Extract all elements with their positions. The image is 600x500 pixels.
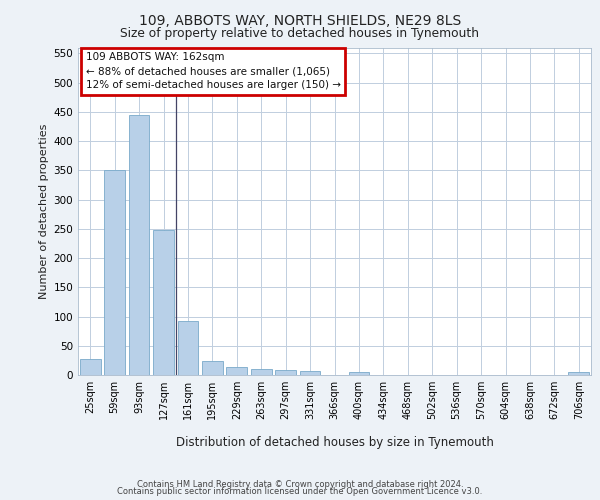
Bar	[299, 372, 320, 375]
Y-axis label: Number of detached properties: Number of detached properties	[39, 124, 49, 299]
Text: Contains public sector information licensed under the Open Government Licence v3: Contains public sector information licen…	[118, 488, 482, 496]
Text: Distribution of detached houses by size in Tynemouth: Distribution of detached houses by size …	[176, 436, 494, 449]
Text: 109 ABBOTS WAY: 162sqm
← 88% of detached houses are smaller (1,065)
12% of semi-: 109 ABBOTS WAY: 162sqm ← 88% of detached…	[86, 52, 341, 90]
Bar	[349, 372, 370, 375]
Bar	[251, 368, 272, 375]
Bar	[226, 367, 247, 375]
Bar	[178, 321, 199, 375]
Text: Size of property relative to detached houses in Tynemouth: Size of property relative to detached ho…	[121, 28, 479, 40]
Bar	[275, 370, 296, 375]
Text: Contains HM Land Registry data © Crown copyright and database right 2024.: Contains HM Land Registry data © Crown c…	[137, 480, 463, 489]
Text: 109, ABBOTS WAY, NORTH SHIELDS, NE29 8LS: 109, ABBOTS WAY, NORTH SHIELDS, NE29 8LS	[139, 14, 461, 28]
Bar	[202, 361, 223, 375]
Bar	[153, 230, 174, 375]
Bar	[128, 115, 149, 375]
Bar	[568, 372, 589, 375]
Bar	[104, 170, 125, 375]
Bar	[80, 358, 101, 375]
